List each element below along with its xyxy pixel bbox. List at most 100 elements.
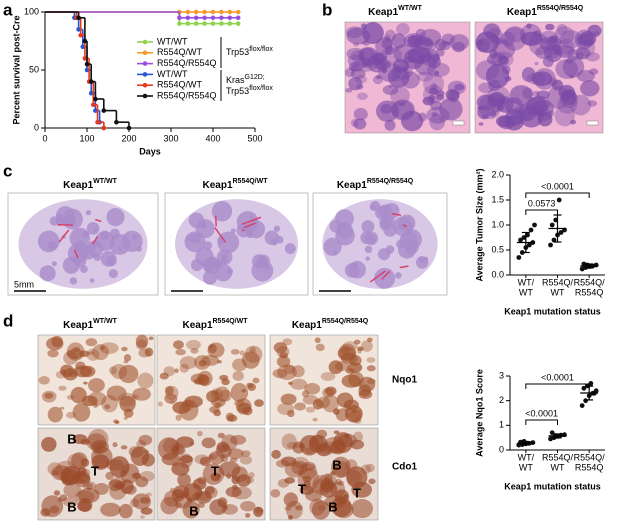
overlay-label: T [353, 485, 361, 500]
censor-point [185, 9, 191, 15]
overlay-label: B [67, 431, 76, 446]
tissue-texture [304, 447, 315, 454]
tissue-texture [366, 357, 376, 363]
x-tick-label: WT [551, 287, 565, 297]
censor-point [88, 79, 94, 84]
tumor [264, 264, 271, 271]
tumor [89, 278, 95, 283]
tissue-texture [199, 456, 211, 467]
x-tick-label: WT/ [518, 452, 535, 462]
tissue-texture [136, 440, 147, 449]
censor-point [126, 125, 132, 131]
tissue-texture [478, 122, 484, 126]
data-point [532, 222, 537, 228]
tissue-texture [353, 118, 367, 130]
label: Keap1R554Q/R554Q [507, 5, 584, 18]
vessel [391, 212, 402, 216]
x-tick-label: R554Q [575, 287, 604, 297]
significance-bracket [525, 192, 590, 198]
tissue-texture [351, 481, 373, 498]
tissue-texture [346, 47, 365, 60]
vessel [381, 270, 391, 280]
tissue-texture [240, 501, 256, 512]
tissue-texture [398, 102, 405, 107]
tissue-texture [173, 340, 184, 350]
tissue-texture [362, 40, 370, 46]
censor-point [210, 9, 216, 15]
tissue-texture [322, 387, 334, 398]
tissue-texture [118, 364, 139, 384]
tissue-texture [280, 393, 297, 405]
tissue-texture [449, 34, 470, 51]
x-tick-label: WT [519, 462, 533, 472]
tissue-texture [489, 110, 497, 117]
censor-point [82, 38, 88, 44]
tissue-texture [108, 479, 123, 492]
row-label: Nqo1 [392, 375, 417, 386]
tumor [217, 231, 240, 254]
legend-label: R554Q/WT [157, 47, 203, 57]
label-sup: WT/WT [93, 178, 117, 185]
tissue-texture [396, 22, 410, 36]
tumor [273, 225, 281, 232]
tissue-texture [333, 461, 350, 477]
tumor [418, 257, 425, 263]
tumor [55, 216, 66, 226]
label: Keap1WT/WT [368, 5, 422, 18]
label-sup: R554Q/R554Q [322, 318, 369, 325]
tissue-texture [361, 59, 374, 68]
tissue-texture [497, 115, 516, 130]
tissue-texture [88, 378, 105, 393]
tissue-texture [82, 481, 96, 490]
tissue-texture [587, 24, 602, 37]
data-point [548, 242, 553, 248]
tissue-texture [284, 461, 304, 478]
tumor [264, 230, 280, 245]
x-tick-label: 0 [42, 133, 47, 143]
y-axis-label: Percent survival post-Cre [11, 15, 21, 124]
tissue-texture [62, 496, 79, 507]
tissue-texture [486, 27, 503, 45]
tissue-texture [109, 366, 117, 375]
tumor [361, 220, 375, 234]
censor-point [101, 108, 107, 113]
tissue-texture [186, 339, 201, 350]
tissue-texture [302, 475, 312, 483]
tissue-texture [320, 477, 335, 493]
censor-point [227, 21, 233, 26]
tissue-texture [216, 441, 230, 453]
vessel [73, 249, 79, 259]
label: KrasG12D; [226, 74, 265, 86]
tissue-texture [123, 408, 134, 418]
label-base: Keap1 [63, 180, 93, 191]
tumor [93, 227, 98, 232]
tumor [214, 263, 233, 282]
tissue-texture [47, 406, 63, 423]
x-tick-label: 500 [247, 133, 262, 143]
data-point [593, 262, 599, 268]
tissue-texture [303, 480, 311, 488]
x-tick-label: 300 [163, 133, 178, 143]
scale-bar [586, 120, 599, 126]
tissue-texture [384, 119, 396, 131]
tissue-texture [393, 46, 400, 51]
censor-point [210, 21, 216, 26]
x-axis-label: Keap1 mutation status [504, 481, 601, 491]
label: Keap1R554Q/WT [182, 318, 248, 331]
tissue-texture [575, 47, 591, 60]
tissue-texture [356, 84, 364, 90]
censor-point [227, 9, 233, 15]
censor-point [88, 90, 94, 96]
tissue-texture [312, 417, 318, 422]
censor-point [202, 9, 207, 15]
tissue-texture [70, 386, 87, 404]
panel-label: c [3, 161, 12, 180]
tissue-texture [159, 372, 169, 380]
tumor [404, 240, 419, 255]
tissue-texture [361, 464, 371, 475]
tissue-texture [58, 385, 67, 391]
tissue-texture [486, 52, 508, 66]
tissue-texture [139, 497, 151, 504]
x-tick-label: 200 [121, 133, 136, 143]
tissue-texture [283, 364, 296, 374]
